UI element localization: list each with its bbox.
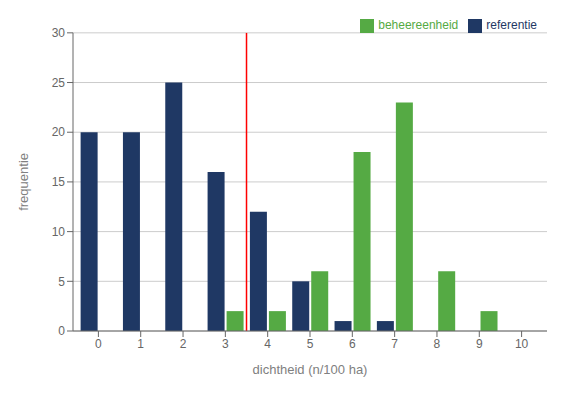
svg-text:5: 5 bbox=[307, 337, 314, 351]
svg-text:8: 8 bbox=[434, 337, 441, 351]
svg-text:10: 10 bbox=[52, 225, 66, 239]
svg-text:5: 5 bbox=[58, 275, 65, 289]
svg-text:20: 20 bbox=[52, 125, 66, 139]
svg-text:2: 2 bbox=[180, 337, 187, 351]
svg-text:15: 15 bbox=[52, 175, 66, 189]
svg-text:6: 6 bbox=[349, 337, 356, 351]
svg-text:0: 0 bbox=[58, 324, 65, 338]
svg-text:dichtheid (n/100 ha): dichtheid (n/100 ha) bbox=[253, 362, 368, 377]
svg-text:25: 25 bbox=[52, 76, 66, 90]
html-text:beheereenheid: beheereenheid bbox=[378, 18, 459, 32]
svg-text:7: 7 bbox=[391, 337, 398, 351]
svg-text:4: 4 bbox=[264, 337, 271, 351]
svg-text:1: 1 bbox=[137, 337, 144, 351]
svg-text:30: 30 bbox=[52, 26, 66, 40]
svg-text:10: 10 bbox=[515, 337, 529, 351]
html-text:referentie: referentie bbox=[486, 18, 537, 32]
svg-text:0: 0 bbox=[95, 337, 102, 351]
svg-text:3: 3 bbox=[222, 337, 229, 351]
svg-text:frequentie: frequentie bbox=[16, 153, 31, 211]
svg-text:9: 9 bbox=[476, 337, 483, 351]
